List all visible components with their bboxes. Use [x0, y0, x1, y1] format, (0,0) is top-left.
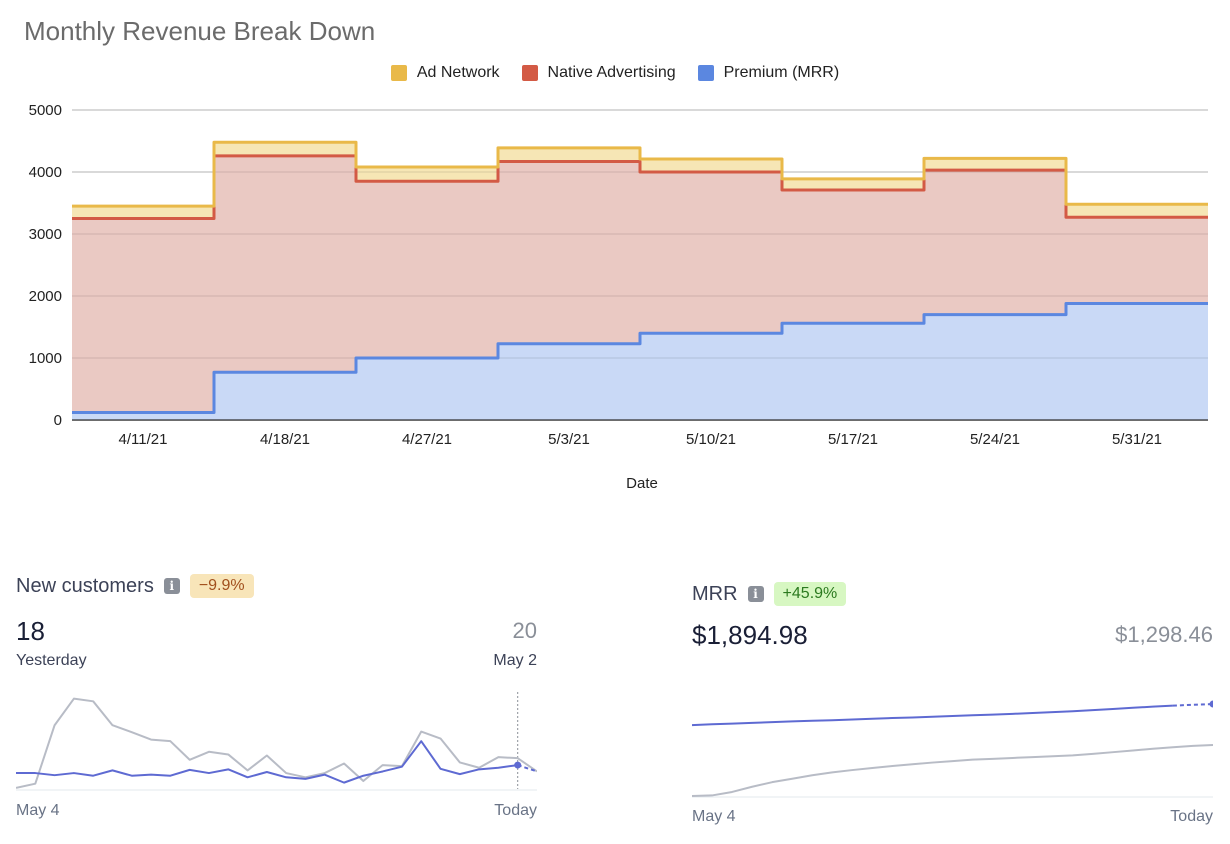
legend-label: Ad Network	[416, 64, 500, 81]
compare-value-label: May 2	[493, 652, 537, 669]
change-badge: +45.9%	[773, 582, 847, 606]
legend-item-premium-mrr[interactable]: Premium (MRR)	[697, 64, 840, 82]
x-tick-label: 5/17/21	[828, 431, 878, 448]
series-line-previous	[692, 743, 1213, 797]
new-customers-sparkline	[16, 692, 537, 791]
current-value: $1,894.98	[692, 620, 808, 650]
y-tick-label: 2000	[29, 288, 62, 305]
current-value: 18	[16, 616, 45, 646]
current-value-label: Yesterday	[16, 652, 87, 669]
widget-title: New customers	[16, 574, 154, 597]
x-tick-label: 5/3/21	[548, 431, 590, 448]
mrr-sparkline	[692, 700, 1213, 798]
y-tick-label: 1000	[29, 350, 62, 367]
series-line-current	[16, 740, 518, 784]
compare-value: $1,298.46	[1115, 622, 1213, 647]
legend-swatch	[697, 65, 714, 81]
series-line-native-advertising	[72, 154, 1208, 220]
series-line-previous	[16, 697, 537, 789]
y-tick-label: 0	[54, 412, 62, 429]
legend-item-native-advertising[interactable]: Native Advertising	[521, 64, 676, 82]
legend-swatch	[390, 65, 407, 81]
series-line-ad-network	[72, 140, 1208, 208]
x-tick-label: 4/18/21	[260, 431, 310, 448]
legend-item-ad-network[interactable]: Ad Network	[390, 64, 500, 82]
legend-label: Native Advertising	[547, 64, 676, 81]
new-customers-header: New customers i −9.9%	[16, 574, 537, 598]
revenue-chart: 0 1000 2000 3000 4000 5000 4/11/21 4/18/21 4/27/…	[29, 102, 1208, 492]
widget-title: MRR	[692, 582, 738, 605]
info-icon[interactable]: i	[747, 586, 764, 602]
area-premium-mrr-	[72, 303, 1208, 420]
current-point-dot	[514, 761, 522, 769]
series-line-premium-mrr-	[72, 301, 1208, 415]
compare-value: 20	[512, 618, 537, 643]
chart-legend: Ad Network Native Advertising Premium (M…	[0, 64, 1230, 82]
area-native-advertising	[72, 155, 1208, 413]
x-tick-label: 5/10/21	[686, 431, 736, 448]
x-end-label: Today	[494, 802, 537, 819]
legend-label: Premium (MRR)	[723, 64, 840, 81]
x-tick-label: 5/24/21	[970, 431, 1020, 448]
x-start-label: May 4	[16, 802, 60, 819]
x-tick-label: 4/11/21	[119, 431, 168, 448]
x-start-label: May 4	[692, 808, 736, 825]
info-icon[interactable]: i	[163, 578, 180, 594]
y-tick-label: 3000	[29, 226, 62, 243]
current-point-dot	[1209, 700, 1213, 708]
mrr-header: MRR i +45.9%	[692, 582, 1213, 606]
x-axis-title: Date	[626, 475, 658, 492]
y-tick-label: 5000	[29, 102, 62, 119]
x-tick-label: 4/27/21	[402, 431, 452, 448]
new-customers-widget: New customers i −9.9% 18 20 Yesterday Ma…	[16, 574, 537, 834]
x-tick-label: 5/31/21	[1112, 431, 1162, 448]
series-line-current	[692, 704, 1173, 727]
legend-swatch	[521, 65, 538, 81]
mrr-widget: MRR i +45.9% $1,894.98 $1,298.46 May 4 T…	[692, 582, 1213, 834]
chart-title: Monthly Revenue Break Down	[24, 16, 376, 46]
y-tick-label: 4000	[29, 164, 62, 181]
x-end-label: Today	[1170, 808, 1213, 825]
series-line-current-projection	[1172, 703, 1213, 707]
change-badge: −9.9%	[189, 574, 254, 598]
